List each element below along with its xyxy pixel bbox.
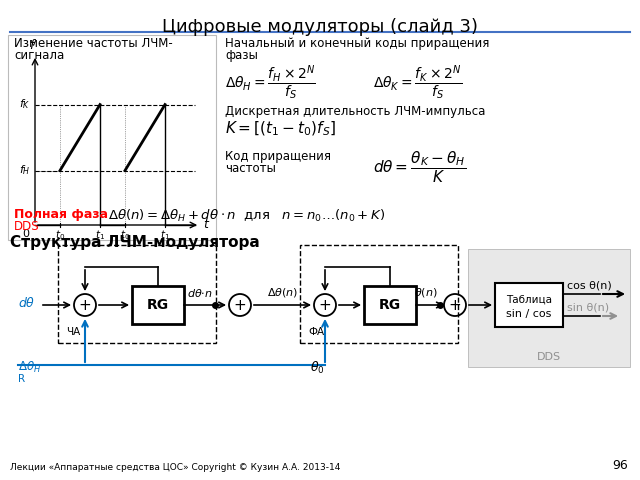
Text: $K = [(t_1 - t_0)f_S]$: $K = [(t_1 - t_0)f_S]$	[225, 120, 336, 138]
Text: $d\theta{\cdot}n$: $d\theta{\cdot}n$	[188, 287, 213, 299]
Text: ЧА: ЧА	[66, 327, 80, 337]
Text: $t_0$: $t_0$	[120, 228, 130, 242]
Text: $f$: $f$	[29, 38, 37, 52]
Text: 96: 96	[612, 459, 628, 472]
Text: $\theta(n)$: $\theta(n)$	[414, 286, 438, 299]
Text: +: +	[79, 298, 92, 312]
Text: RG: RG	[379, 298, 401, 312]
Text: $\Delta\theta_K = \dfrac{f_K \times 2^N}{f_S}$: $\Delta\theta_K = \dfrac{f_K \times 2^N}…	[373, 63, 462, 102]
Text: $t_1$: $t_1$	[95, 228, 105, 242]
Text: Начальный и конечный коды приращения: Начальный и конечный коды приращения	[225, 37, 490, 50]
Text: Лекции «Аппаратные средства ЦОС» Copyright © Кузин А.А. 2013-14: Лекции «Аппаратные средства ЦОС» Copyrig…	[10, 463, 340, 472]
Text: DDS: DDS	[537, 352, 561, 362]
Text: $t_1$: $t_1$	[160, 228, 170, 242]
FancyBboxPatch shape	[364, 286, 416, 324]
FancyBboxPatch shape	[468, 249, 630, 367]
Text: частоты: частоты	[225, 162, 276, 175]
Text: $t_0$: $t_0$	[55, 228, 65, 242]
Text: Структура ЛЧМ-модулятора: Структура ЛЧМ-модулятора	[10, 235, 260, 250]
Text: Код приращения: Код приращения	[225, 150, 331, 163]
Text: +: +	[319, 298, 332, 312]
Text: RG: RG	[147, 298, 169, 312]
Text: ФА: ФА	[308, 327, 324, 337]
Text: сигнала: сигнала	[14, 49, 64, 62]
Text: Дискретная длительность ЛЧМ-импульса: Дискретная длительность ЛЧМ-импульса	[225, 105, 485, 118]
Text: фазы: фазы	[225, 49, 258, 62]
FancyBboxPatch shape	[132, 286, 184, 324]
Text: $d\theta = \dfrac{\theta_K - \theta_H}{K}$: $d\theta = \dfrac{\theta_K - \theta_H}{K…	[373, 150, 466, 185]
Text: $f_K$: $f_K$	[19, 97, 31, 111]
Text: sin θ(n): sin θ(n)	[567, 303, 609, 313]
Text: $\Delta\theta(n)$: $\Delta\theta(n)$	[267, 286, 298, 299]
Text: $\Delta\theta(n) = \Delta\theta_H + d\theta \cdot n$  для   $n = n_0 \ldots (n_0: $\Delta\theta(n) = \Delta\theta_H + d\th…	[108, 208, 385, 224]
Text: Полная фаза: Полная фаза	[14, 208, 108, 221]
Text: Цифровые модуляторы (слайд 3): Цифровые модуляторы (слайд 3)	[162, 18, 478, 36]
Text: $\theta_0$: $\theta_0$	[310, 360, 324, 376]
Text: Таблица: Таблица	[506, 295, 552, 305]
Text: $0$: $0$	[22, 227, 30, 239]
Text: cos θ(n): cos θ(n)	[567, 281, 612, 291]
Text: $f_H$: $f_H$	[19, 164, 31, 178]
Text: $\Delta\theta_H$: $\Delta\theta_H$	[18, 360, 41, 375]
Text: +: +	[449, 298, 461, 312]
Text: DDS: DDS	[14, 220, 40, 233]
Text: +: +	[234, 298, 246, 312]
Text: Изменение частоты ЛЧМ-: Изменение частоты ЛЧМ-	[14, 37, 173, 50]
FancyBboxPatch shape	[495, 283, 563, 327]
FancyBboxPatch shape	[8, 35, 216, 240]
Text: R: R	[18, 374, 25, 384]
Text: sin / cos: sin / cos	[506, 309, 552, 319]
Text: $d\theta$: $d\theta$	[18, 296, 35, 310]
Text: $\Delta\theta_H = \dfrac{f_H \times 2^N}{f_S}$: $\Delta\theta_H = \dfrac{f_H \times 2^N}…	[225, 63, 316, 102]
Text: $t$: $t$	[203, 218, 211, 231]
